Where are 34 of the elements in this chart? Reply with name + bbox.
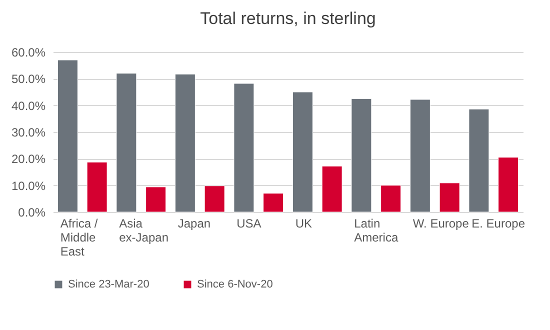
bar: [468, 108, 490, 212]
x-tick-label: W. Europe: [412, 216, 470, 230]
bar: [498, 157, 519, 212]
x-tick-label: Africa / Middle East: [60, 216, 98, 258]
bar: [380, 185, 402, 212]
bar: [351, 98, 372, 212]
bar: [410, 99, 430, 212]
y-tick-label: 50.0%: [11, 72, 46, 86]
y-tick-label: 30.0%: [11, 126, 46, 140]
bar: [116, 73, 137, 212]
bar: [146, 186, 166, 212]
y-tick-label: 40.0%: [11, 98, 46, 113]
bar: [234, 83, 254, 212]
chart-title: Total returns, in sterling: [200, 9, 376, 28]
bar: [204, 186, 225, 212]
x-tick-label: USA: [236, 216, 262, 230]
x-tick-label: Asia ex-Japan: [119, 216, 168, 244]
x-tick-label: Japan: [178, 216, 211, 230]
bar: [86, 162, 108, 212]
y-tick-label: 20.0%: [11, 152, 46, 166]
bar: [439, 182, 460, 212]
bar: [292, 92, 313, 212]
x-tick-label: E. Europe: [472, 216, 526, 230]
y-tick-label: 10.0%: [11, 178, 46, 193]
bar: [174, 74, 196, 212]
x-tick-label: UK: [295, 216, 312, 230]
y-tick-label: 60.0%: [11, 46, 46, 60]
bar: [57, 60, 78, 212]
x-tick-label: Latin America: [354, 216, 398, 244]
bar: [322, 166, 342, 212]
y-tick-label: 0.0%: [18, 206, 46, 220]
bar: [263, 193, 284, 212]
legend-label: Since 23-Mar-20: [68, 278, 150, 291]
legend-label: Since 6-Nov-20: [197, 278, 273, 291]
